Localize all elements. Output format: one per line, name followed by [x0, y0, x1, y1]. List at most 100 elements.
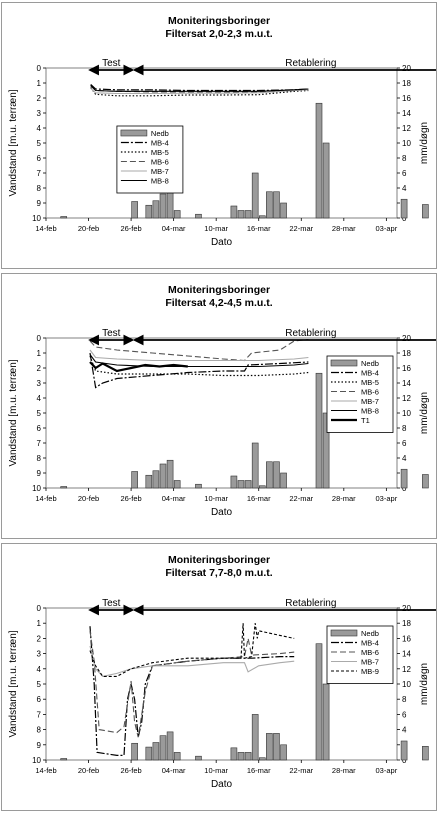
x-tick-label: 14-feb — [35, 224, 56, 233]
y2-tick-label: 4 — [402, 454, 407, 463]
y2-tick-label: 16 — [402, 634, 411, 643]
chart-subtitle: Filtersat 4,2-4,5 m.u.t. — [165, 297, 273, 309]
y-tick-label: 10 — [32, 214, 41, 223]
y-tick-label: 6 — [37, 695, 42, 704]
retablering-period-label: Retablering — [285, 598, 336, 609]
precipitation-bar — [230, 747, 238, 761]
legend-label: MB-5 — [361, 378, 379, 387]
precipitation-bar — [273, 191, 280, 219]
legend-label: T1 — [361, 416, 370, 425]
y2-tick-label: 10 — [402, 680, 411, 689]
y-tick-label: 4 — [37, 124, 42, 133]
legend-label: MB-8 — [361, 407, 379, 416]
precipitation-bar — [266, 733, 273, 761]
y-tick-label: 5 — [37, 409, 42, 418]
y2-tick-label: 8 — [402, 424, 407, 433]
precipitation-bar — [166, 189, 174, 219]
y-tick-label: 8 — [37, 726, 42, 735]
precipitation-bar — [280, 744, 287, 761]
precipitation-bar — [422, 204, 429, 219]
test-period-label: Test — [102, 328, 121, 339]
series-line-mb-8 — [90, 84, 309, 92]
y2-tick-label: 12 — [402, 394, 411, 403]
y2-tick-label: 0 — [402, 756, 407, 765]
series-line-mb-6 — [89, 630, 295, 738]
chart-3-svg: 0123456789100246810121416182014-feb20-fe… — [8, 598, 436, 790]
legend-swatch-nedb — [120, 129, 148, 137]
x-tick-label: 22-mar — [289, 766, 313, 775]
series-line-mb-5 — [89, 355, 309, 377]
y-axis-title: Vandstand [m.u. terræn] — [8, 89, 19, 196]
y2-axis-title: mm/døgn — [419, 663, 430, 705]
legend-label: MB-6 — [361, 648, 379, 657]
retablering-period-label: Retablering — [285, 58, 336, 69]
precipitation-bar — [230, 475, 238, 489]
x-tick-label: 22-mar — [289, 224, 313, 233]
precipitation-bar — [60, 758, 68, 761]
precipitation-bar — [131, 201, 138, 219]
x-tick-label: 20-feb — [78, 766, 99, 775]
x-tick-label: 16-mar — [247, 224, 271, 233]
y2-tick-label: 20 — [402, 334, 411, 343]
y-tick-label: 3 — [37, 379, 42, 388]
precipitation-bar — [422, 746, 429, 761]
x-tick-label: 03-apr — [376, 224, 398, 233]
y-tick-label: 9 — [37, 469, 42, 478]
y-tick-label: 1 — [37, 619, 42, 628]
y-tick-label: 0 — [37, 64, 42, 73]
y2-tick-label: 16 — [402, 94, 411, 103]
y2-tick-label: 10 — [402, 409, 411, 418]
y2-tick-label: 6 — [402, 169, 407, 178]
x-tick-label: 16-mar — [247, 766, 271, 775]
legend-label: MB-7 — [361, 397, 379, 406]
precipitation-bar — [273, 733, 280, 761]
chart-title: Moniteringsboringer — [167, 284, 271, 296]
x-tick-label: 10-mar — [204, 494, 228, 503]
precipitation-bar — [322, 142, 330, 219]
y2-tick-label: 0 — [402, 484, 407, 493]
precipitation-bar — [195, 755, 202, 761]
x-tick-label: 20-feb — [78, 224, 99, 233]
y-tick-label: 4 — [37, 394, 42, 403]
x-tick-label: 14-feb — [35, 494, 56, 503]
precipitation-bar — [258, 485, 266, 489]
x-axis-title: Dato — [211, 237, 233, 248]
chart-subtitle: Filtersat 7,7-8,0 m.u.t. — [165, 567, 273, 579]
precipitation-bar — [60, 486, 68, 489]
y2-tick-label: 14 — [402, 650, 411, 659]
chart-panel-1: Moniteringsboringer Filtersat 2,0-2,3 m.… — [1, 2, 437, 269]
precipitation-bar — [400, 468, 408, 489]
y2-tick-label: 18 — [402, 349, 411, 358]
y2-tick-label: 14 — [402, 109, 411, 118]
series-line-mb-7 — [89, 349, 309, 362]
y-tick-label: 3 — [37, 650, 42, 659]
series-line-mb-9 — [89, 623, 295, 677]
x-tick-label: 28-mar — [332, 766, 356, 775]
y2-axis-title: mm/døgn — [419, 392, 430, 434]
y2-tick-label: 0 — [402, 214, 407, 223]
y2-tick-label: 16 — [402, 364, 411, 373]
x-tick-label: 20-feb — [78, 494, 99, 503]
y-tick-label: 8 — [37, 454, 42, 463]
test-period-label: Test — [102, 598, 121, 609]
y-tick-label: 5 — [37, 139, 42, 148]
legend-swatch-nedb — [330, 629, 358, 637]
precipitation-bar — [280, 472, 287, 489]
x-axis-title: Dato — [211, 779, 233, 790]
precipitation-bar — [230, 205, 238, 219]
precipitation-bar — [400, 740, 408, 761]
series-line-mb-4 — [89, 352, 309, 389]
x-tick-label: 22-mar — [289, 494, 313, 503]
legend-label: MB-6 — [361, 388, 379, 397]
y-tick-label: 6 — [37, 424, 42, 433]
y-tick-label: 0 — [37, 604, 42, 613]
precipitation-bar — [251, 714, 259, 761]
y-tick-label: 10 — [32, 484, 41, 493]
precipitation-bar — [159, 735, 167, 761]
precipitation-bar — [195, 483, 202, 489]
x-tick-label: 26-feb — [120, 224, 141, 233]
precipitation-bar — [152, 742, 160, 761]
precipitation-bar — [273, 461, 280, 489]
x-tick-label: 14-feb — [35, 766, 56, 775]
y-tick-label: 4 — [37, 665, 42, 674]
